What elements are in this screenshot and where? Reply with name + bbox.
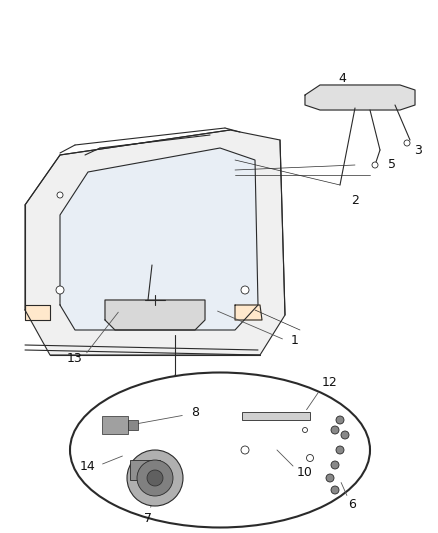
Circle shape — [307, 455, 314, 462]
Circle shape — [241, 286, 249, 294]
Circle shape — [341, 431, 349, 439]
Circle shape — [137, 460, 173, 496]
Polygon shape — [105, 300, 205, 330]
Polygon shape — [60, 148, 258, 330]
Circle shape — [336, 446, 344, 454]
Circle shape — [404, 140, 410, 146]
Circle shape — [241, 446, 249, 454]
Circle shape — [303, 427, 307, 432]
Circle shape — [56, 286, 64, 294]
Text: 1: 1 — [291, 334, 299, 346]
Bar — [102, 416, 128, 434]
Circle shape — [57, 192, 63, 198]
Ellipse shape — [70, 373, 370, 528]
Bar — [128, 420, 138, 430]
Text: 6: 6 — [348, 498, 356, 512]
Circle shape — [331, 486, 339, 494]
Circle shape — [372, 162, 378, 168]
Text: 3: 3 — [414, 143, 422, 157]
Text: 13: 13 — [67, 351, 83, 365]
Polygon shape — [25, 305, 50, 320]
Circle shape — [331, 461, 339, 469]
Circle shape — [336, 416, 344, 424]
Text: 12: 12 — [322, 376, 338, 390]
Text: 8: 8 — [191, 406, 199, 418]
Text: 2: 2 — [351, 193, 359, 206]
Circle shape — [127, 450, 183, 506]
Text: 7: 7 — [144, 512, 152, 524]
Bar — [242, 412, 310, 420]
Text: 10: 10 — [297, 465, 313, 479]
Text: 14: 14 — [80, 461, 96, 473]
Polygon shape — [305, 85, 415, 110]
Circle shape — [326, 474, 334, 482]
Bar — [130, 460, 160, 480]
Circle shape — [147, 470, 163, 486]
Text: 4: 4 — [338, 71, 346, 85]
Circle shape — [331, 426, 339, 434]
Text: 5: 5 — [388, 158, 396, 172]
Polygon shape — [235, 305, 262, 320]
Polygon shape — [25, 130, 285, 355]
Polygon shape — [100, 415, 130, 435]
